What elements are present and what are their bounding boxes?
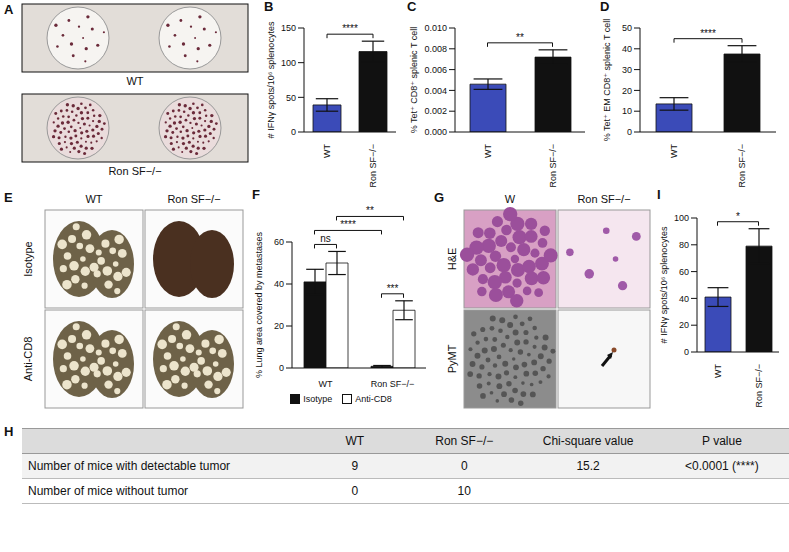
svg-text:WT: WT <box>322 144 332 158</box>
svg-text:# IFNγ spots/10⁶ splenocytes: # IFNγ spots/10⁶ splenocytes <box>659 226 669 343</box>
svg-text:W: W <box>505 193 516 205</box>
html-text:Chi-square value: Chi-square value <box>542 434 634 448</box>
svg-text:60: 60 <box>274 237 284 247</box>
svg-text:E: E <box>8 190 13 205</box>
svg-text:% Tet⁺ EM CD8⁺ splenic T cell: % Tet⁺ EM CD8⁺ splenic T cell <box>602 19 612 142</box>
svg-text:Isotype: Isotype <box>22 241 34 276</box>
svg-text:30: 30 <box>622 65 632 75</box>
svg-text:A: A <box>8 2 14 17</box>
svg-text:Ron SF−/−: Ron SF−/− <box>737 144 747 188</box>
svg-text:20: 20 <box>679 320 689 330</box>
svg-text:PyMT: PyMT <box>446 344 458 373</box>
svg-text:0.000: 0.000 <box>424 127 447 137</box>
svg-text:0.004: 0.004 <box>424 86 447 96</box>
svg-text:0.006: 0.006 <box>424 65 447 75</box>
svg-text:40: 40 <box>274 279 284 289</box>
html-text:0: 0 <box>351 484 359 498</box>
svg-text:150: 150 <box>281 23 296 33</box>
svg-text:% Tet⁺ CD8⁺ splenic T cell: % Tet⁺ CD8⁺ splenic T cell <box>409 27 419 134</box>
svg-text:F: F <box>252 187 260 202</box>
html-text:15.2: 15.2 <box>576 459 600 473</box>
html-text:H: H <box>4 424 14 439</box>
svg-text:100: 100 <box>281 58 296 68</box>
html-text:9: 9 <box>351 459 359 473</box>
html-text:Anti-CD8: Anti-CD8 <box>355 394 392 404</box>
html-text:WT: WT <box>345 434 365 448</box>
html-text:Isotype: Isotype <box>303 394 333 404</box>
svg-text:****: **** <box>342 23 358 34</box>
svg-text:0: 0 <box>279 363 284 373</box>
svg-text:C: C <box>407 0 417 14</box>
svg-text:50: 50 <box>622 23 632 33</box>
svg-text:***: *** <box>387 283 399 294</box>
svg-text:50: 50 <box>286 93 296 103</box>
svg-text:WT: WT <box>126 75 143 87</box>
svg-text:60: 60 <box>679 267 689 277</box>
svg-text:****: **** <box>340 219 356 230</box>
svg-text:0: 0 <box>627 127 632 137</box>
svg-text:Ron SF−/−: Ron SF−/− <box>577 193 630 205</box>
html-text:10: 10 <box>457 484 471 498</box>
svg-text:80: 80 <box>679 240 689 250</box>
svg-text:Ron SF−/−: Ron SF−/− <box>371 379 415 389</box>
svg-text:I: I <box>657 187 661 202</box>
svg-text:# IFNγ spots/10⁶ splenocytes: # IFNγ spots/10⁶ splenocytes <box>266 21 276 138</box>
svg-text:WT: WT <box>483 144 493 158</box>
html-text:0: 0 <box>460 459 468 473</box>
svg-text:**: ** <box>516 32 524 43</box>
svg-text:*: * <box>736 211 740 222</box>
svg-text:Ron SF−/−: Ron SF−/− <box>754 364 764 408</box>
svg-text:B: B <box>264 0 273 14</box>
svg-text:Ron SF−/−: Ron SF−/− <box>548 144 558 188</box>
html-text:Number of mice with detectable: Number of mice with detectable tumor <box>28 459 231 473</box>
svg-text:****: **** <box>700 28 716 39</box>
svg-text:40: 40 <box>679 294 689 304</box>
svg-text:H&E: H&E <box>446 248 458 271</box>
svg-text:Ron SF−/−: Ron SF−/− <box>167 193 220 205</box>
svg-text:G: G <box>434 190 444 205</box>
svg-text:Anti-CD8: Anti-CD8 <box>22 337 34 382</box>
svg-text:40: 40 <box>622 44 632 54</box>
svg-text:**: ** <box>366 205 374 216</box>
svg-text:WT: WT <box>319 379 333 389</box>
svg-text:WT: WT <box>85 193 102 205</box>
svg-text:20: 20 <box>274 321 284 331</box>
svg-text:10: 10 <box>622 106 632 116</box>
html-text:<0.0001 (****): <0.0001 (****) <box>685 459 759 473</box>
html-text:Number of mice without tumor: Number of mice without tumor <box>28 484 189 498</box>
html-text:P value: P value <box>702 434 742 448</box>
svg-text:Ron SF−/−: Ron SF−/− <box>368 144 378 188</box>
svg-text:0.010: 0.010 <box>424 23 447 33</box>
svg-text:20: 20 <box>622 86 632 96</box>
svg-text:0.008: 0.008 <box>424 44 447 54</box>
svg-text:Ron SF−/−: Ron SF−/− <box>108 165 161 177</box>
svg-text:100: 100 <box>674 213 689 223</box>
svg-text:0: 0 <box>684 347 689 357</box>
svg-text:D: D <box>600 0 609 14</box>
svg-text:WT: WT <box>669 144 679 158</box>
svg-text:0: 0 <box>291 127 296 137</box>
html-text:Ron SF−/−: Ron SF−/− <box>435 434 494 448</box>
svg-text:% Lung area covered by metasta: % Lung area covered by metastases <box>254 231 264 378</box>
svg-text:ns: ns <box>320 233 331 244</box>
svg-text:WT: WT <box>713 364 723 378</box>
svg-text:0.002: 0.002 <box>424 106 447 116</box>
